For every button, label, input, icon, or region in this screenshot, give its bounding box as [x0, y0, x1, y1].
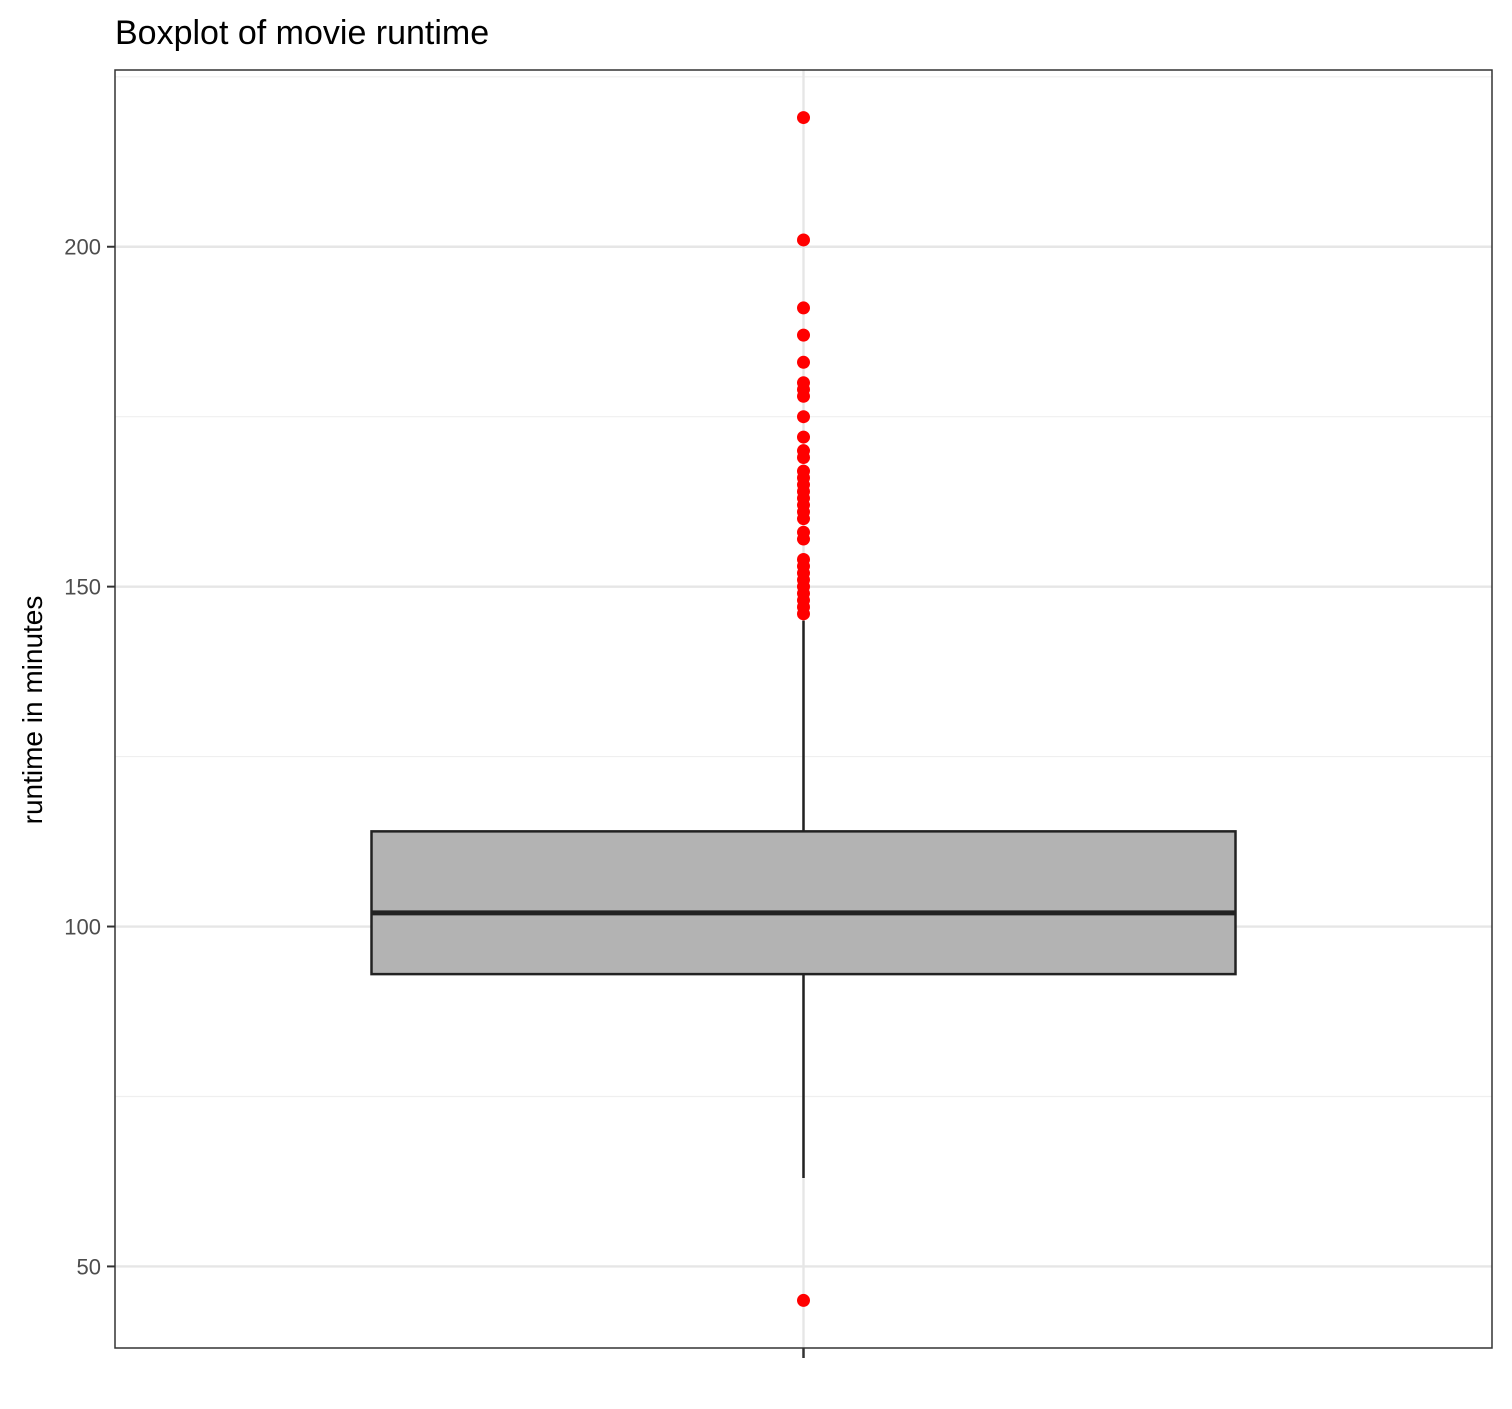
box — [370, 830, 1237, 976]
outlier-point — [797, 301, 810, 315]
outlier-point — [797, 233, 810, 247]
y-tick-label: 50 — [77, 1254, 101, 1279]
chart-title: Boxplot of movie runtime — [115, 14, 489, 52]
outlier-point — [797, 111, 810, 125]
y-axis: 50 100 150 200 — [64, 235, 805, 1358]
outlier-point — [797, 355, 810, 369]
y-tick-label: 200 — [64, 235, 101, 260]
outlier-point — [797, 464, 810, 478]
panel-border — [114, 69, 1493, 1349]
outliers — [797, 111, 810, 1307]
box-iqr — [370, 830, 1237, 976]
outlier-point — [797, 1293, 810, 1307]
outlier-point — [797, 376, 810, 390]
outlier-point — [797, 430, 810, 444]
outlier-point — [797, 525, 810, 539]
y-axis-label: runtime in minutes — [17, 596, 48, 825]
y-tick-label: 150 — [64, 575, 101, 600]
outlier-point — [797, 444, 810, 458]
outlier-point — [797, 552, 810, 566]
outlier-point — [797, 328, 810, 342]
y-tick-label: 100 — [64, 915, 101, 940]
outlier-point — [797, 410, 810, 424]
